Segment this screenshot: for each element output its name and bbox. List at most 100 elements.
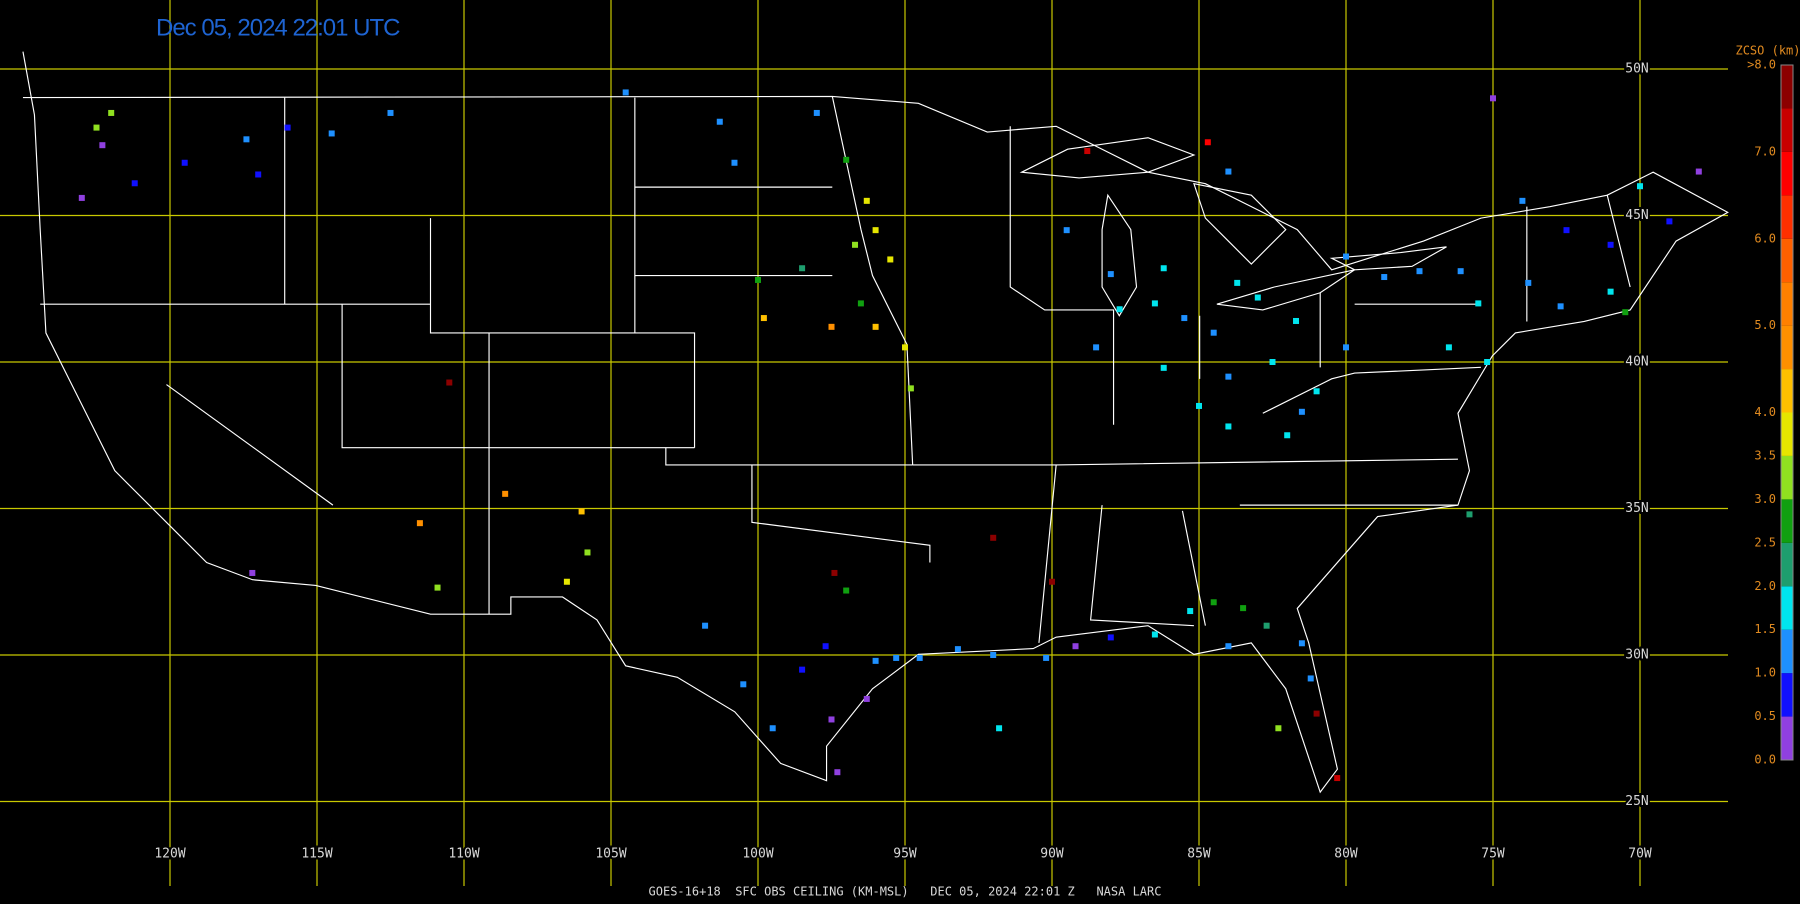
lon-label: 90W (1040, 847, 1064, 862)
station (1151, 300, 1158, 307)
station (828, 716, 835, 723)
station (893, 654, 900, 661)
colorbar-segment (1781, 455, 1793, 500)
station (843, 156, 850, 163)
station (584, 549, 591, 556)
station (1334, 775, 1341, 782)
station (822, 643, 829, 650)
colorbar-segment (1781, 716, 1793, 760)
station (872, 657, 879, 664)
station (1298, 640, 1305, 647)
lon-label: 95W (893, 847, 917, 862)
colorbar-title: ZCSO (km) (1735, 44, 1800, 58)
station (1263, 622, 1270, 629)
lat-label: 50N (1625, 62, 1648, 77)
lat-label: 40N (1625, 355, 1648, 370)
colorbar-segment (1781, 151, 1793, 196)
station (907, 385, 914, 392)
colorbar-label: 7.0 (1754, 144, 1776, 158)
lat-label: 30N (1625, 648, 1648, 663)
station (1484, 359, 1491, 365)
station (1293, 317, 1300, 324)
station (1275, 725, 1282, 732)
colorbar-segment (1781, 542, 1793, 587)
colorbar-label: 0.5 (1754, 709, 1776, 723)
station (1072, 643, 1079, 650)
lon-label: 115W (301, 847, 332, 862)
station (1313, 710, 1320, 717)
station (1519, 197, 1526, 204)
colorbar-label: 6.0 (1754, 231, 1776, 245)
station (1457, 268, 1464, 275)
station (1607, 241, 1614, 248)
station (1695, 168, 1702, 175)
station (1240, 605, 1247, 612)
lake-huron (1193, 182, 1287, 265)
station (1381, 274, 1388, 281)
colorbar-label: 1.5 (1754, 622, 1776, 636)
lake-ontario (1329, 246, 1447, 271)
station (1204, 139, 1211, 146)
colorbar: 0.0 0.5 1.0 1.5 2.0 2.5 3.0 3.5 4.0 5.0 6.0 7.0 >8.0 (1747, 58, 1794, 767)
station (1666, 218, 1673, 225)
station (1196, 402, 1202, 409)
station (702, 622, 709, 629)
station (1607, 288, 1614, 295)
station (902, 344, 908, 351)
lon-label: 110W (448, 847, 479, 862)
lat-label: 25N (1625, 794, 1648, 809)
station (1445, 344, 1452, 351)
station (1563, 227, 1570, 234)
station (1525, 279, 1532, 286)
station (1343, 344, 1349, 351)
station (563, 578, 570, 585)
caption: GOES-16+18 SFC OBS CEILING (KM-MSL) DEC … (649, 885, 1162, 899)
station (434, 584, 441, 591)
station (622, 89, 629, 96)
colorbar-segment (1781, 195, 1793, 239)
coastlines-and-borders (22, 51, 1729, 794)
station (731, 159, 738, 166)
station (1151, 631, 1158, 638)
colorbar-segment (1781, 65, 1793, 109)
station (328, 130, 335, 137)
station (1254, 294, 1261, 301)
colorbar-label: 2.0 (1754, 579, 1776, 593)
station (755, 276, 761, 283)
station (1225, 423, 1232, 430)
colorbar-label: 4.0 (1754, 405, 1776, 419)
station (852, 241, 859, 248)
lake-superior (1019, 137, 1196, 179)
colorbar-frame (1780, 64, 1794, 761)
lat-label: 45N (1625, 208, 1648, 223)
station (769, 725, 776, 732)
colorbar-segment (1781, 673, 1793, 717)
stations (78, 89, 1702, 782)
lake-michigan (1101, 193, 1138, 317)
station (1225, 373, 1232, 380)
station (857, 300, 864, 307)
station (1093, 344, 1100, 351)
station (872, 227, 879, 234)
station (916, 654, 923, 661)
us-outline (22, 51, 1729, 794)
lon-label: 80W (1334, 847, 1358, 862)
title: Dec 05, 2024 22:01 UTC (156, 14, 400, 41)
colorbar-segment (1781, 412, 1793, 456)
station (843, 587, 850, 594)
colorbar-label: 5.0 (1754, 318, 1776, 332)
colorbar-label: 3.5 (1754, 448, 1776, 462)
station (502, 490, 509, 497)
station (1107, 271, 1114, 278)
station (828, 323, 835, 330)
station (799, 666, 806, 673)
station (1225, 168, 1232, 175)
station (1210, 599, 1217, 606)
station (284, 124, 291, 131)
station (1557, 303, 1564, 310)
station (1343, 253, 1349, 260)
station (716, 118, 723, 125)
